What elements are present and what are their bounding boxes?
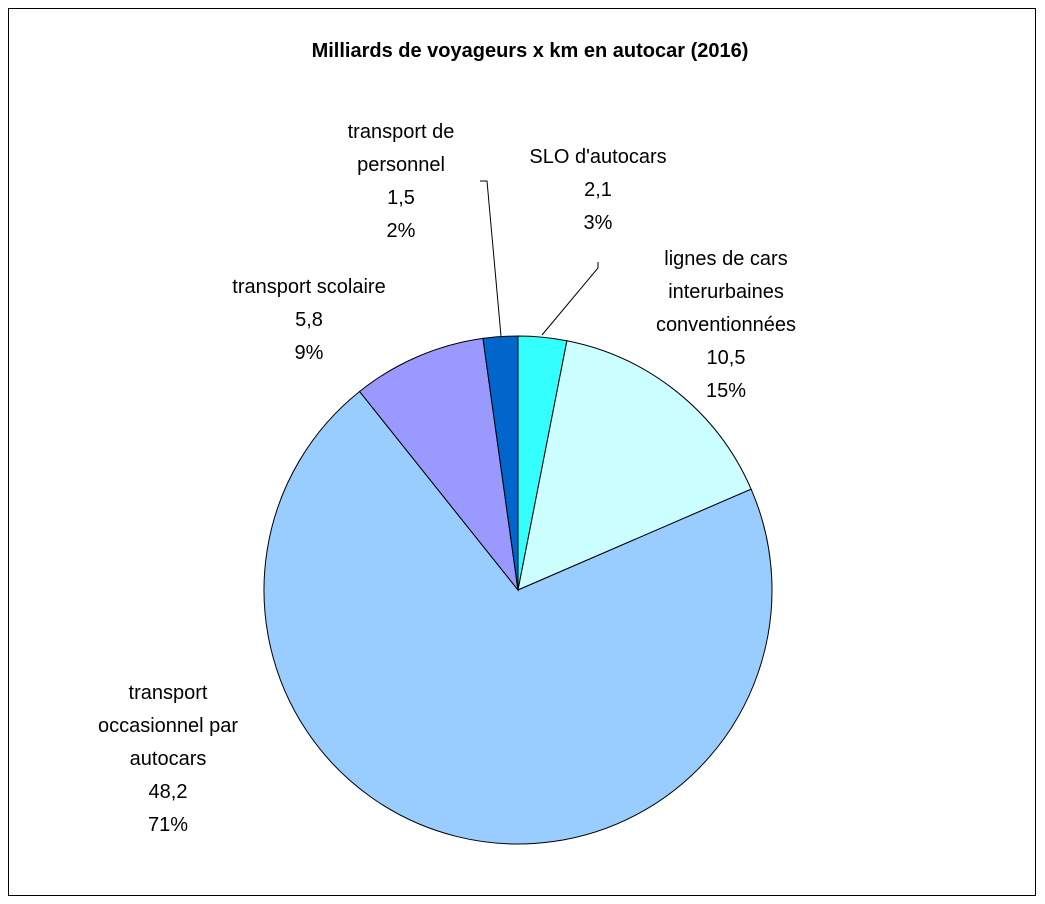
leader-line [541,262,599,336]
chart-title: Milliards de voyageurs x km en autocar (… [311,40,749,62]
value-label: 48,2 [148,781,188,803]
slice-name: SLO d'autocars [529,146,667,168]
value-label: 1,5 [387,187,415,209]
pie-slice [263,390,773,845]
data-label: SLO d'autocars 2,1 3% [488,141,708,240]
pie-slice [358,337,519,592]
value-label: 5,8 [295,309,323,331]
percent-label: 9% [294,342,324,364]
slice-name: lignes de cars interurbaines conventionn… [655,248,797,336]
value-label: 2,1 [584,179,612,201]
data-label: lignes de cars interurbaines conventionn… [636,243,816,408]
data-label: transport occasionnel par autocars 48,2 71… [83,677,253,842]
slice-name: transport scolaire [232,276,386,298]
slice-name: transport occasionnel par autocars [97,682,239,770]
pie-slice [482,335,519,591]
data-label: transport scolaire 5,8 9% [199,271,419,370]
percent-label: 2% [386,220,416,242]
percent-label: 71% [147,814,189,836]
pie-slice [517,340,752,591]
percent-label: 3% [583,212,613,234]
value-label: 10,5 [706,347,746,369]
leader-line [480,180,502,337]
data-label: transport de personnel 1,5 2% [326,116,476,248]
slice-name: transport de personnel [347,121,455,176]
percent-label: 15% [705,380,747,402]
